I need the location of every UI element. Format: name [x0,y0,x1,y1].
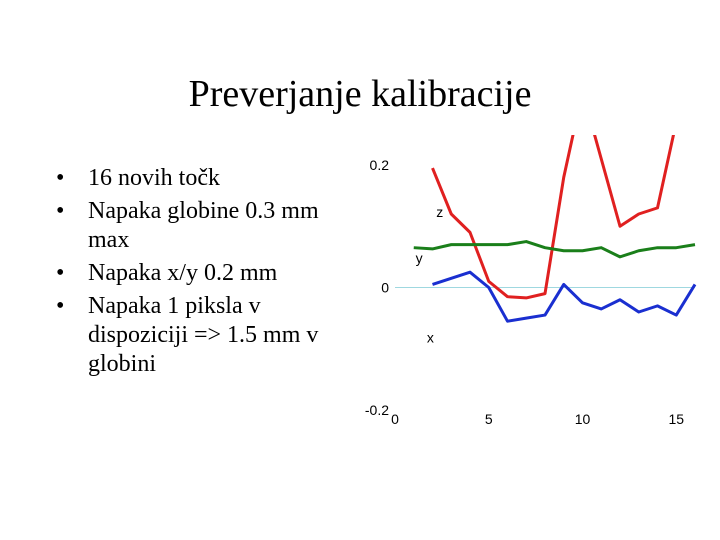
series-line-z [431,135,675,300]
bullet-text: Napaka globine 0.3 mm max [88,198,319,253]
series-label-z: z [436,204,443,220]
bullet-item: • Napaka x/y 0.2 mm [56,259,356,288]
x-tick-label: 10 [575,411,591,427]
series-label-x: x [427,330,434,346]
slide-title: Preverjanje kalibracije [188,73,532,115]
y-tick-label: 0.2 [370,157,390,173]
bullet-dot: • [56,165,65,191]
y-tick-label: 0 [381,280,389,296]
bullet-text: 16 novih točk [88,165,220,191]
bullet-item: • Napaka 1 piksla v dispoziciji => 1.5 mm… [56,292,356,379]
bullet-text: Napaka x/y 0.2 mm [88,260,278,286]
bullet-item: • 16 novih točk [56,164,356,193]
bullet-dot: • [56,293,65,319]
bullet-text: Napaka 1 piksla v dispoziciji => 1.5 mm … [88,293,319,377]
bullet-list: • 16 novih točk • Napaka globine 0.3 mm ma… [56,164,356,383]
x-tick-label: 15 [668,411,684,427]
bullet-item: • Napaka globine 0.3 mm max [56,197,356,255]
y-tick-label: -0.2 [365,402,389,418]
bullet-dot: • [56,198,65,224]
series-line-y [413,240,696,259]
series-line-x [432,270,697,323]
series-label-y: y [416,250,423,266]
bullet-dot: • [56,260,65,286]
x-tick-label: 0 [391,411,399,427]
x-tick-label: 5 [485,411,493,427]
